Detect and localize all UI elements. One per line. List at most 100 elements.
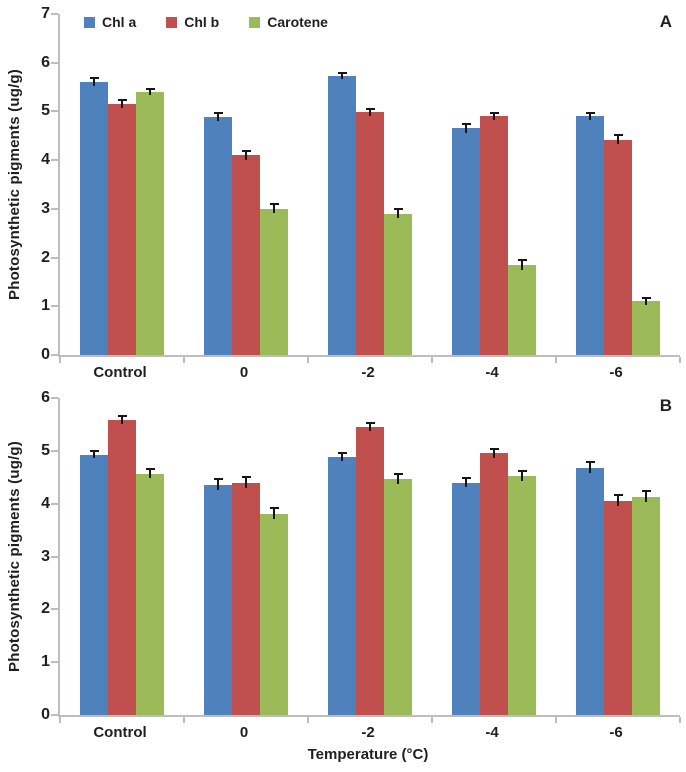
y-tick-mark bbox=[51, 354, 58, 356]
error-bar-stem bbox=[149, 469, 151, 478]
y-tick-label: 3 bbox=[41, 547, 50, 565]
bar-chl-b bbox=[356, 112, 384, 355]
y-tick-label: 6 bbox=[41, 389, 50, 406]
error-bar-stem bbox=[217, 113, 219, 122]
error-bar-stem bbox=[493, 449, 495, 458]
x-tick-mark bbox=[307, 717, 309, 723]
error-bar-cap bbox=[585, 111, 595, 114]
error-bar-cap bbox=[89, 449, 99, 452]
error-bar-stem bbox=[645, 297, 647, 306]
y-tick-mark bbox=[51, 661, 58, 664]
bar-chl-b bbox=[604, 501, 632, 715]
error-bar-stem bbox=[589, 461, 591, 473]
error-bar-cap bbox=[241, 475, 251, 478]
error-bar-cap bbox=[517, 470, 527, 473]
error-bar-cap bbox=[337, 451, 347, 454]
bar-chl-a bbox=[576, 467, 604, 715]
bar-carotene bbox=[508, 476, 536, 715]
bar-chl-a bbox=[576, 116, 604, 355]
bar-chl-b bbox=[480, 116, 508, 355]
error-bar-cap bbox=[613, 134, 623, 137]
error-bar-stem bbox=[465, 477, 467, 488]
error-bar-cap bbox=[269, 507, 279, 510]
error-bar-stem bbox=[521, 259, 523, 270]
legend-label: Chl b bbox=[184, 14, 220, 30]
error-bar-cap bbox=[145, 87, 155, 90]
y-tick-label: 5 bbox=[41, 102, 50, 120]
error-bar-cap bbox=[461, 476, 471, 479]
error-bar-stem bbox=[93, 450, 95, 459]
y-tick-label: 5 bbox=[41, 441, 50, 459]
error-bar-stem bbox=[245, 476, 247, 488]
y-tick-label: 6 bbox=[41, 53, 50, 71]
bar-chl-b bbox=[108, 420, 136, 715]
y-tick-label: 3 bbox=[41, 199, 50, 217]
y-tick-mark bbox=[51, 449, 58, 452]
bar-chl-a bbox=[452, 482, 480, 715]
y-tick-mark bbox=[51, 608, 58, 611]
error-bar-cap bbox=[269, 203, 279, 206]
x-category-label: 0 bbox=[239, 364, 249, 381]
x-tick-mark bbox=[183, 357, 185, 363]
y-tick-mark bbox=[51, 256, 58, 259]
x-tick-mark bbox=[59, 717, 61, 723]
y-tick-label: 7 bbox=[41, 5, 50, 22]
bar-carotene bbox=[136, 91, 164, 355]
error-bar-stem bbox=[245, 150, 247, 160]
y-tick-mark bbox=[51, 502, 58, 505]
error-bar-stem bbox=[273, 204, 275, 214]
y-tick-mark bbox=[51, 714, 58, 716]
y-tick-mark bbox=[51, 397, 58, 399]
legend-label: Carotene bbox=[267, 14, 328, 30]
error-bar-stem bbox=[273, 508, 275, 520]
bar-carotene bbox=[508, 264, 536, 355]
error-bar-stem bbox=[589, 112, 591, 120]
error-bar-cap bbox=[585, 460, 595, 463]
bar-chl-b bbox=[356, 427, 384, 715]
error-bar-cap bbox=[213, 112, 223, 115]
x-category-label: -6 bbox=[609, 364, 623, 381]
x-tick-mark bbox=[183, 717, 185, 723]
x-category-label: -4 bbox=[485, 364, 499, 381]
y-tick-mark bbox=[51, 110, 58, 113]
x-category-label: Control bbox=[93, 364, 147, 381]
bar-chl-a bbox=[80, 82, 108, 355]
x-tick-mark bbox=[59, 357, 61, 363]
error-bar-cap bbox=[213, 478, 223, 481]
bar-carotene bbox=[632, 496, 660, 715]
error-bar-stem bbox=[465, 123, 467, 134]
y-tick-label: 2 bbox=[41, 600, 50, 618]
y-tick-label: 0 bbox=[41, 346, 50, 363]
legend-swatch-chl-a bbox=[84, 16, 95, 28]
error-bar-stem bbox=[369, 108, 371, 117]
error-bar-cap bbox=[641, 296, 651, 299]
x-axis-title: Temperature (°C) bbox=[307, 746, 429, 763]
error-bar-stem bbox=[617, 135, 619, 145]
error-bar-cap bbox=[489, 448, 499, 451]
error-bar-stem bbox=[369, 422, 371, 432]
bar-carotene bbox=[260, 208, 288, 355]
x-tick-mark bbox=[431, 717, 433, 723]
y-tick-label: 4 bbox=[41, 494, 50, 512]
x-tick-mark bbox=[679, 357, 681, 363]
error-bar-stem bbox=[397, 473, 399, 484]
bar-chl-b bbox=[604, 139, 632, 355]
legend-item: Chl b bbox=[166, 15, 219, 29]
panel-letter-a: A bbox=[659, 12, 672, 31]
x-tick-mark bbox=[431, 357, 433, 363]
y-tick-label: 1 bbox=[41, 297, 50, 315]
y-tick-mark bbox=[51, 13, 58, 15]
error-bar-stem bbox=[341, 452, 343, 462]
error-bar-cap bbox=[89, 77, 99, 80]
error-bar-stem bbox=[617, 495, 619, 506]
bar-chl-a bbox=[328, 75, 356, 355]
x-category-label: -2 bbox=[361, 724, 375, 741]
bar-chl-b bbox=[108, 104, 136, 355]
bar-carotene bbox=[384, 478, 412, 715]
bar-chl-a bbox=[204, 485, 232, 715]
error-bar-stem bbox=[493, 112, 495, 120]
x-category-label: -2 bbox=[361, 364, 375, 381]
